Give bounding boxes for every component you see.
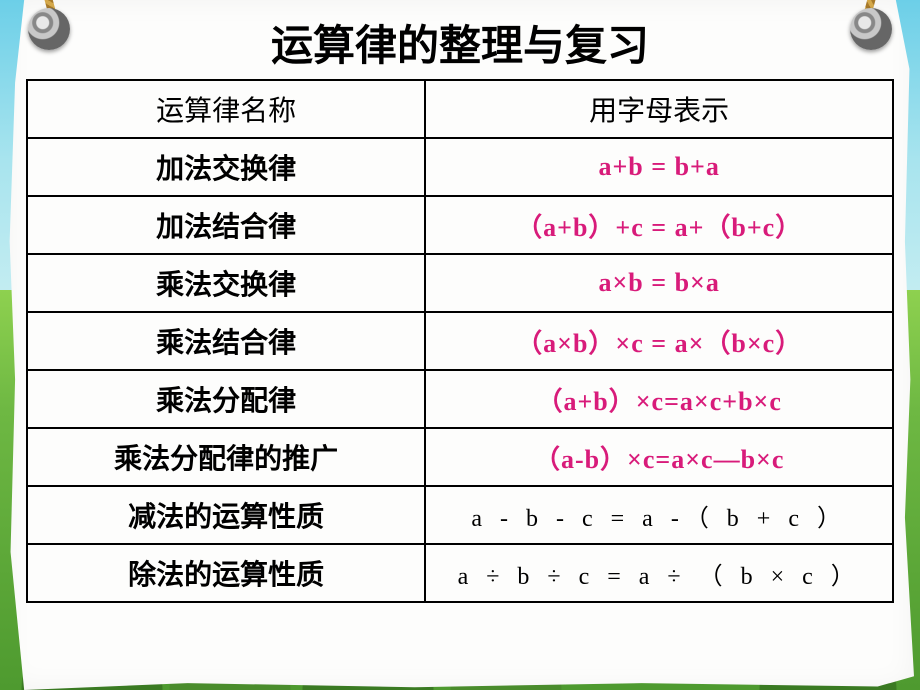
table-row: 乘法交换律 a×b = b×a [27,254,893,312]
law-name: 乘法分配律的推广 [27,428,425,486]
page-title: 运算律的整理与复习 [26,4,894,79]
table-row: 加法结合律 （a+b）+c = a+（b+c） [27,196,893,254]
table-row: 乘法结合律 （a×b）×c = a×（b×c） [27,312,893,370]
grommet-icon [28,8,70,50]
law-formula: （a-b）×c=a×c—b×c [425,428,893,486]
header-name: 运算律名称 [27,80,425,138]
table-header-row: 运算律名称 用字母表示 [27,80,893,138]
law-name: 乘法交换律 [27,254,425,312]
table-row: 除法的运算性质 a ÷ b ÷ c = a ÷ （ b × c ） [27,544,893,602]
paper-sheet: 运算律的整理与复习 运算律名称 用字母表示 加法交换律 a+b = b+a 加法… [6,0,914,690]
law-name: 乘法分配律 [27,370,425,428]
laws-table: 运算律名称 用字母表示 加法交换律 a+b = b+a 加法结合律 （a+b）+… [26,79,894,603]
law-formula: a ÷ b ÷ c = a ÷ （ b × c ） [425,544,893,602]
table-row: 加法交换律 a+b = b+a [27,138,893,196]
law-name: 加法结合律 [27,196,425,254]
law-name: 减法的运算性质 [27,486,425,544]
law-formula: a - b - c = a -（ b + c ） [425,486,893,544]
law-formula: a×b = b×a [425,254,893,312]
law-formula: （a+b）+c = a+（b+c） [425,196,893,254]
header-formula: 用字母表示 [425,80,893,138]
law-formula: （a+b）×c=a×c+b×c [425,370,893,428]
grommet-icon [850,8,892,50]
table-row: 减法的运算性质 a - b - c = a -（ b + c ） [27,486,893,544]
law-name: 乘法结合律 [27,312,425,370]
table-row: 乘法分配律 （a+b）×c=a×c+b×c [27,370,893,428]
law-formula: a+b = b+a [425,138,893,196]
table-row: 乘法分配律的推广 （a-b）×c=a×c—b×c [27,428,893,486]
law-name: 除法的运算性质 [27,544,425,602]
law-name: 加法交换律 [27,138,425,196]
law-formula: （a×b）×c = a×（b×c） [425,312,893,370]
